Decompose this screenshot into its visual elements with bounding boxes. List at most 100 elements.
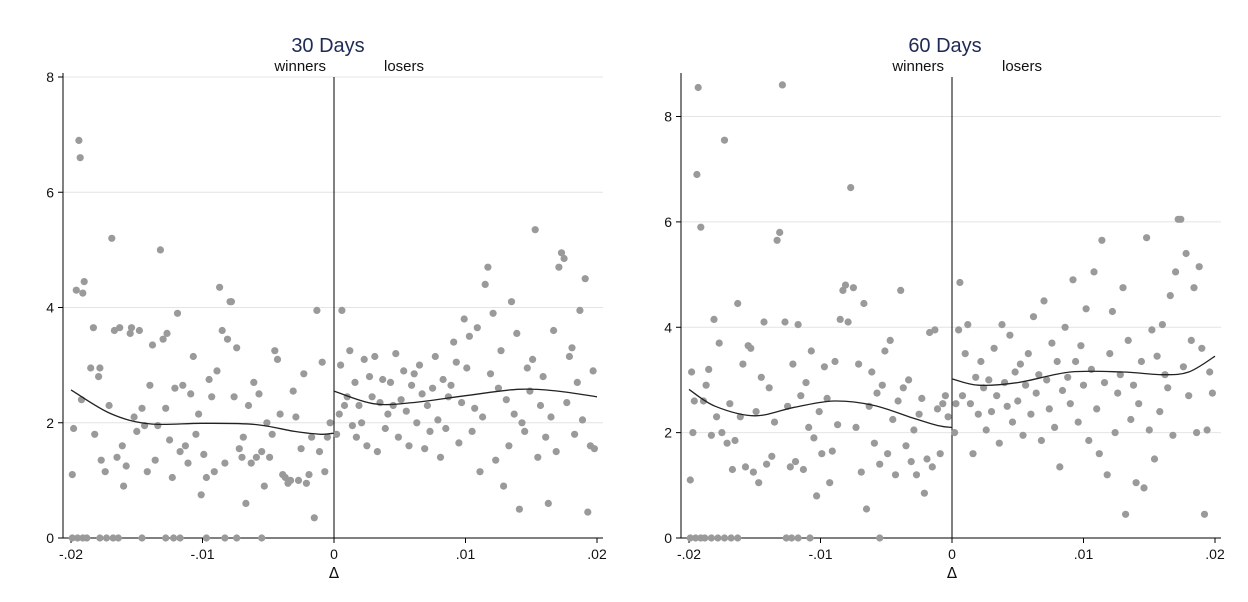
data-point bbox=[578, 416, 587, 424]
data-point bbox=[714, 534, 722, 542]
data-point bbox=[76, 154, 84, 162]
data-point bbox=[455, 439, 463, 447]
data-point bbox=[489, 309, 497, 317]
data-point bbox=[1129, 381, 1138, 389]
data-point bbox=[202, 534, 210, 542]
x-axis-label: Δ bbox=[947, 564, 958, 582]
data-point bbox=[321, 468, 329, 476]
data-point bbox=[1187, 336, 1195, 344]
data-point bbox=[1124, 336, 1132, 344]
scatter-points bbox=[68, 136, 599, 542]
data-point bbox=[958, 392, 967, 400]
data-point bbox=[159, 335, 167, 343]
data-point bbox=[765, 384, 773, 392]
data-point bbox=[273, 355, 282, 363]
data-point bbox=[931, 326, 939, 334]
data-point bbox=[941, 392, 950, 400]
data-point bbox=[197, 491, 205, 499]
data-point bbox=[794, 534, 802, 542]
data-point bbox=[297, 445, 305, 453]
data-point bbox=[502, 396, 510, 404]
data-point bbox=[852, 423, 860, 431]
data-point bbox=[1037, 436, 1045, 445]
data-point bbox=[720, 534, 729, 542]
data-point bbox=[238, 453, 246, 461]
data-point bbox=[154, 422, 162, 430]
data-point bbox=[786, 463, 794, 471]
y-tick-label: 2 bbox=[46, 415, 54, 431]
data-point bbox=[434, 416, 442, 424]
data-point bbox=[379, 375, 387, 384]
data-point bbox=[741, 463, 750, 471]
data-point bbox=[894, 397, 902, 405]
data-point bbox=[905, 376, 913, 384]
data-point bbox=[1103, 471, 1111, 479]
data-point bbox=[707, 431, 716, 439]
data-point bbox=[690, 397, 698, 405]
data-point bbox=[770, 418, 779, 426]
data-point bbox=[1106, 350, 1114, 358]
data-point bbox=[102, 534, 111, 542]
data-point bbox=[697, 223, 705, 231]
data-point bbox=[1035, 371, 1043, 379]
data-point bbox=[108, 234, 116, 242]
x-tick-label: -.01 bbox=[808, 546, 832, 562]
data-point bbox=[728, 465, 737, 474]
data-point bbox=[1164, 384, 1172, 392]
data-point bbox=[1137, 357, 1145, 366]
data-point bbox=[713, 413, 721, 421]
data-point bbox=[410, 370, 418, 378]
data-point bbox=[1066, 400, 1074, 408]
data-point bbox=[686, 476, 694, 484]
data-point bbox=[230, 393, 238, 401]
fit-curve-winners bbox=[688, 388, 953, 429]
region-label-losers: losers bbox=[1002, 58, 1042, 75]
data-point bbox=[899, 384, 907, 392]
data-point bbox=[192, 430, 200, 438]
data-point bbox=[110, 326, 118, 335]
data-point bbox=[335, 410, 343, 418]
y-tick-label: 8 bbox=[664, 109, 672, 125]
data-point bbox=[138, 404, 146, 412]
data-point bbox=[163, 329, 171, 337]
data-point bbox=[363, 442, 371, 450]
data-point bbox=[1032, 389, 1040, 397]
data-point bbox=[72, 286, 80, 294]
data-point bbox=[497, 347, 505, 355]
data-point bbox=[576, 306, 584, 314]
data-point bbox=[589, 367, 597, 375]
data-point bbox=[1182, 249, 1190, 258]
data-point bbox=[255, 390, 263, 398]
data-point bbox=[318, 358, 326, 366]
data-point bbox=[889, 415, 897, 424]
data-point bbox=[739, 360, 747, 368]
y-tick-label: 2 bbox=[664, 425, 672, 441]
data-point bbox=[271, 347, 279, 355]
data-point bbox=[258, 448, 266, 456]
data-point bbox=[1040, 297, 1048, 305]
data-point bbox=[244, 401, 253, 410]
data-point bbox=[1043, 376, 1051, 384]
x-tick-label: -.01 bbox=[190, 546, 214, 562]
data-point bbox=[468, 427, 476, 435]
data-point bbox=[1193, 429, 1201, 437]
data-point bbox=[130, 413, 138, 421]
data-point bbox=[876, 534, 884, 542]
data-point bbox=[1143, 234, 1151, 242]
data-point bbox=[868, 368, 876, 376]
data-point bbox=[910, 426, 918, 434]
data-point bbox=[352, 433, 360, 441]
data-point bbox=[439, 375, 447, 384]
data-point bbox=[826, 479, 834, 487]
data-point bbox=[982, 426, 990, 434]
data-point bbox=[263, 419, 271, 427]
data-point bbox=[216, 283, 224, 291]
data-point bbox=[778, 81, 787, 89]
data-point bbox=[563, 399, 571, 407]
data-point bbox=[315, 448, 324, 456]
data-point bbox=[806, 534, 814, 542]
data-point bbox=[844, 318, 852, 326]
data-point bbox=[235, 445, 243, 453]
region-label-winners: winners bbox=[273, 58, 326, 75]
